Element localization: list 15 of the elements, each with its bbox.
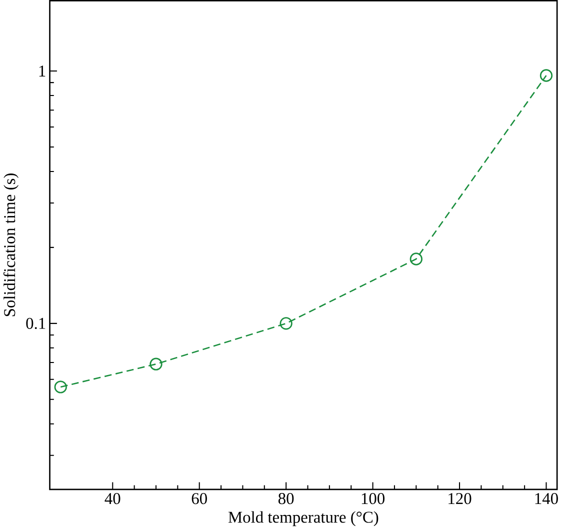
point <box>150 358 162 371</box>
point <box>410 252 422 266</box>
x-tick-label: 60 <box>192 493 207 504</box>
y-tick-label: 0.1 <box>26 318 46 330</box>
x-tick-label: 140 <box>535 493 558 504</box>
x-axis-title: Mold temperature (°C) <box>228 511 378 526</box>
point <box>280 317 292 330</box>
x-tick-label: 100 <box>362 493 385 504</box>
y-tick-label: 1 <box>39 66 46 77</box>
point <box>54 380 67 394</box>
x-tick-label: 120 <box>448 493 472 504</box>
x-tick-label: 80 <box>278 493 294 504</box>
y-axis-title: Solidification time (s) <box>3 174 19 316</box>
x-tick-label: 40 <box>104 493 120 504</box>
point <box>540 69 553 82</box>
